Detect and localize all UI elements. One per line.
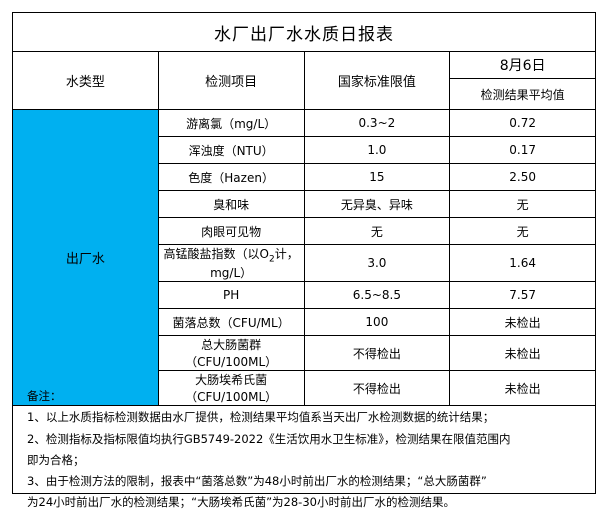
title-row: 水厂出厂水水质日报表 xyxy=(12,12,596,52)
result-value: 无 xyxy=(449,217,596,245)
national-limit-value: 不得检出 xyxy=(303,335,451,372)
water-type-value: 出厂水 xyxy=(12,108,159,407)
water-quality-table: 水厂出厂水水质日报表 水类型 检测项目 国家标准限值 8月6日 检测结果平均值 … xyxy=(12,12,596,407)
notes-section: 备注： 1、以上水质指标检测数据由水厂提供，检测结果平均值系当天出厂水检测数据的… xyxy=(13,374,595,509)
national-limit-value: 100 xyxy=(303,308,451,337)
table-row: 菌落总数（CFU/ML） 100 未检出 xyxy=(13,308,596,337)
result-value: 无 xyxy=(449,190,596,218)
test-item-name: 游离氯（mg/L） xyxy=(157,109,305,137)
national-limit-value: 无 xyxy=(303,217,451,245)
table-row: 大肠埃希氏菌（CFU/100ML） 不得检出 未检出 xyxy=(13,370,596,407)
national-limit-value: 3.0 xyxy=(303,243,451,283)
result-value: 2.50 xyxy=(449,163,596,191)
test-item-name: 浑浊度（NTU） xyxy=(157,136,305,164)
national-limit-value: 无异臭、异味 xyxy=(303,190,451,218)
national-limit-value: 15 xyxy=(303,163,451,191)
table-row: 高锰酸盐指数（以O2计，mg/L） 3.0 1.64 xyxy=(13,243,596,283)
page-title: 水厂出厂水水质日报表 xyxy=(12,12,596,52)
result-value: 未检出 xyxy=(449,370,596,407)
test-item-name: 总大肠菌群（CFU/100ML） xyxy=(157,335,305,372)
national-limit-value: 0.3~2 xyxy=(303,109,451,137)
date-header: 8月6日 xyxy=(449,51,596,79)
table-row: 臭和味 无异臭、异味 无 xyxy=(13,190,596,218)
test-item-name: 大肠埃希氏菌（CFU/100ML） xyxy=(157,370,305,407)
notes-line: 为24小时前出厂水的检测结果；“大肠埃希氏菌”为28-30小时前出厂水的检测结果… xyxy=(27,495,455,510)
result-value: 7.57 xyxy=(449,281,596,310)
national-limit-value: 6.5~8.5 xyxy=(303,281,451,310)
result-value: 未检出 xyxy=(449,335,596,372)
notes-line: 1、以上水质指标检测数据由水厂提供，检测结果平均值系当天出厂水检测数据的统计结果… xyxy=(27,410,495,425)
test-item-name: PH xyxy=(157,281,305,310)
test-item-name: 臭和味 xyxy=(157,190,305,218)
result-value: 0.72 xyxy=(449,109,596,137)
national-limit-value: 不得检出 xyxy=(303,370,451,407)
header-row-1: 水类型 检测项目 国家标准限值 8月6日 xyxy=(12,51,596,110)
result-value: 未检出 xyxy=(449,308,596,337)
table-row: 出厂水 游离氯（mg/L） 0.3~2 0.72 xyxy=(12,108,596,407)
notes-line: 即为合格； xyxy=(27,452,85,467)
notes-label: 备注： xyxy=(27,389,62,403)
test-item-name: 肉眼可见物 xyxy=(157,217,305,245)
column-header-test-item: 检测项目 xyxy=(157,51,305,110)
result-value: 0.17 xyxy=(449,136,596,164)
national-limit-value: 1.0 xyxy=(303,136,451,164)
test-item-name: 色度（Hazen） xyxy=(157,163,305,191)
column-header-water-type: 水类型 xyxy=(12,51,159,110)
test-item-name: 菌落总数（CFU/ML） xyxy=(157,308,305,337)
result-value: 1.64 xyxy=(449,243,596,283)
column-header-result-avg: 检测结果平均值 xyxy=(449,78,596,110)
test-item-name: 高锰酸盐指数（以O2计，mg/L） xyxy=(157,243,305,283)
table-row: 肉眼可见物 无 无 xyxy=(13,217,596,245)
notes-line: 2、检测指标及指标限值均执行GB5749-2022《生活饮用水卫生标准》，检测结… xyxy=(27,431,511,446)
table-row: PH 6.5~8.5 7.57 xyxy=(13,281,596,310)
notes-line: 3、由于检测方法的限制，报表中“菌落总数”为48小时前出厂水的检测结果；“总大肠… xyxy=(27,474,487,489)
column-header-national-limit: 国家标准限值 xyxy=(303,51,451,110)
table-row: 色度（Hazen） 15 2.50 xyxy=(13,163,596,191)
